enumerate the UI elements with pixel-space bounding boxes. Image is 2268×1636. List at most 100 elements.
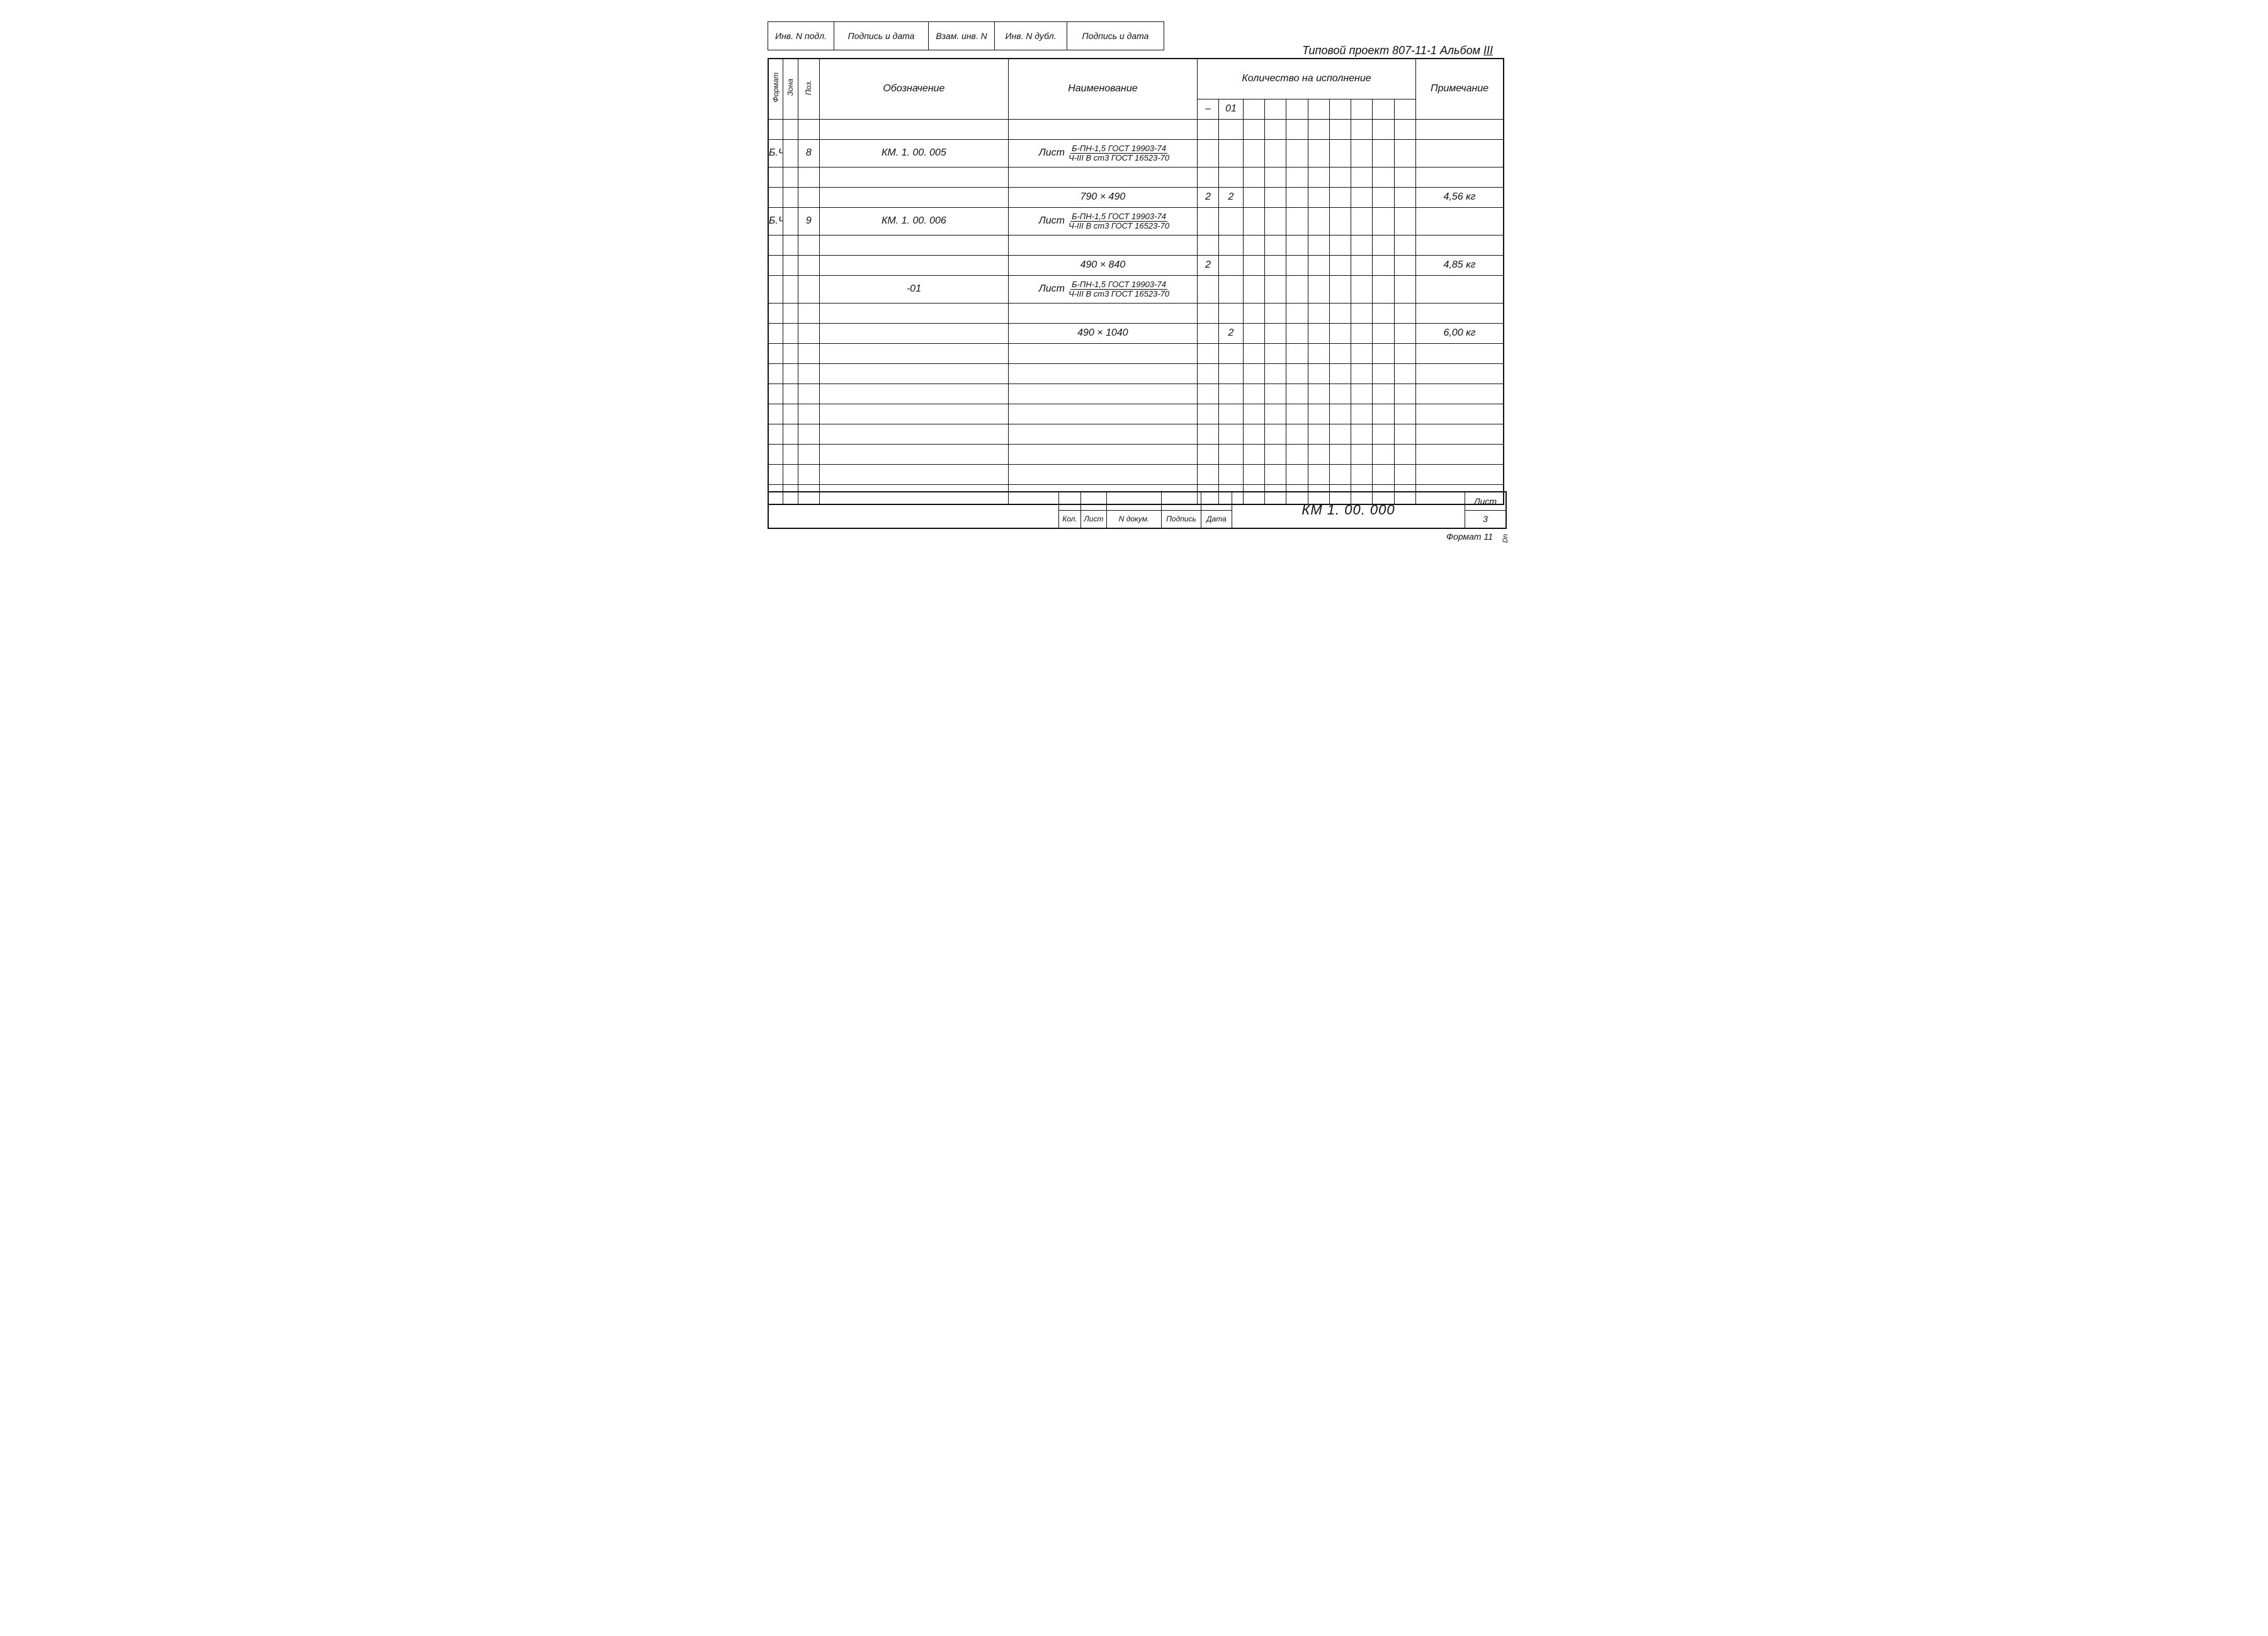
- project-title-code: 807-11-1: [1392, 44, 1437, 57]
- rev-cell-sign-date-1: Подпись и дата: [834, 21, 928, 50]
- table-row: [768, 464, 1504, 484]
- cell-qty-blank: [1265, 235, 1286, 255]
- cell-qty-blank: [1308, 444, 1329, 464]
- cell-qty-blank: [1286, 207, 1308, 235]
- cell-qty-blank: [1243, 235, 1264, 255]
- cell-qty-blank: [1394, 275, 1415, 303]
- table-row: 790 × 490224,56 кг: [768, 187, 1504, 207]
- hdr-format: Формат: [768, 59, 783, 119]
- cell-qty-blank: [1373, 363, 1394, 383]
- cell-designation: -01: [819, 275, 1008, 303]
- cell-name: [1008, 363, 1197, 383]
- cell-note: [1416, 119, 1504, 139]
- frac-den: Ч-III В ст3 ГОСТ 16523-70: [1067, 154, 1171, 162]
- sheet-number: 3: [1465, 511, 1505, 528]
- cell-qty-dash: [1197, 343, 1218, 363]
- cell-name: [1008, 383, 1197, 404]
- cell-qty-blank: [1243, 444, 1264, 464]
- cell-name: [1008, 404, 1197, 424]
- cell-qty-blank: [1308, 139, 1329, 167]
- sheet-label: Лист: [1465, 492, 1505, 511]
- cell-format: [768, 404, 783, 424]
- project-title-album-label: Альбом: [1440, 44, 1480, 57]
- hdr-zone: Зона: [783, 59, 798, 119]
- cell-designation: [819, 464, 1008, 484]
- table-row: Б.Ч8КМ. 1. 00. 005ЛистБ-ПН-1,5 ГОСТ 1990…: [768, 139, 1504, 167]
- cell-qty-01: [1219, 235, 1244, 255]
- cell-qty-blank: [1286, 383, 1308, 404]
- cell-note: [1416, 303, 1504, 323]
- cell-format: [768, 444, 783, 464]
- cell-qty-blank: [1243, 255, 1264, 275]
- cell-designation: [819, 383, 1008, 404]
- cell-qty-blank: [1243, 323, 1264, 343]
- cell-qty-blank: [1286, 275, 1308, 303]
- frac-label: Лист: [1039, 148, 1065, 159]
- cell-qty-blank: [1373, 444, 1394, 464]
- cell-pos: 9: [798, 207, 819, 235]
- hdr-note: Примечание: [1416, 59, 1504, 119]
- cell-qty-blank: [1308, 404, 1329, 424]
- project-title-album-num: III: [1483, 44, 1493, 57]
- cell-qty-blank: [1394, 207, 1415, 235]
- spec-table-body: Б.Ч8КМ. 1. 00. 005ЛистБ-ПН-1,5 ГОСТ 1990…: [768, 119, 1504, 504]
- cell-designation: [819, 444, 1008, 464]
- cell-qty-blank: [1329, 167, 1351, 187]
- rev-cell-sign-date-2: Подпись и дата: [1067, 21, 1164, 50]
- cell-qty-blank: [1308, 424, 1329, 444]
- cell-zone: [783, 207, 798, 235]
- cell-qty-blank: [1329, 187, 1351, 207]
- cell-qty-blank: [1265, 167, 1286, 187]
- cell-pos: [798, 404, 819, 424]
- cell-zone: [783, 275, 798, 303]
- cell-qty-blank: [1394, 343, 1415, 363]
- cell-qty-01: [1219, 444, 1244, 464]
- frac-label: Лист: [1039, 216, 1065, 227]
- cell-qty-blank: [1286, 303, 1308, 323]
- cell-qty-blank: [1373, 383, 1394, 404]
- cell-qty-blank: [1394, 404, 1415, 424]
- cell-qty-01: [1219, 139, 1244, 167]
- cell-qty-blank: [1394, 383, 1415, 404]
- cell-qty-blank: [1351, 255, 1373, 275]
- cell-name: ЛистБ-ПН-1,5 ГОСТ 19903-74Ч-III В ст3 ГО…: [1008, 139, 1197, 167]
- cell-qty-blank: [1286, 119, 1308, 139]
- table-row: 490 × 84024,85 кг: [768, 255, 1504, 275]
- cell-qty-blank: [1394, 363, 1415, 383]
- cell-qty-dash: [1197, 383, 1218, 404]
- side-note: Dn: [1502, 534, 1509, 543]
- cell-qty-blank: [1286, 323, 1308, 343]
- table-row: [768, 119, 1504, 139]
- cell-qty-01: [1219, 383, 1244, 404]
- cell-pos: [798, 255, 819, 275]
- cell-qty-blank: [1373, 139, 1394, 167]
- title-block-left-blank: [769, 492, 1059, 528]
- cell-qty-blank: [1351, 404, 1373, 424]
- cell-qty-blank: [1329, 464, 1351, 484]
- cell-note: 6,00 кг: [1416, 323, 1504, 343]
- cell-qty-blank: [1286, 404, 1308, 424]
- cell-qty-blank: [1265, 363, 1286, 383]
- cell-qty-dash: [1197, 119, 1218, 139]
- cell-name: [1008, 119, 1197, 139]
- cell-qty-blank: [1373, 323, 1394, 343]
- tb-hdr-sign: Подпись: [1162, 511, 1201, 528]
- rev-cell-inv-podl: Инв. N подл.: [768, 21, 834, 50]
- sheet-box: Лист 3: [1465, 492, 1505, 528]
- cell-qty-blank: [1329, 303, 1351, 323]
- cell-note: 4,56 кг: [1416, 187, 1504, 207]
- cell-qty-blank: [1351, 424, 1373, 444]
- cell-zone: [783, 187, 798, 207]
- cell-pos: [798, 167, 819, 187]
- cell-qty-blank: [1265, 187, 1286, 207]
- cell-name: ЛистБ-ПН-1,5 ГОСТ 19903-74Ч-III В ст3 ГО…: [1008, 207, 1197, 235]
- hdr-qty-blank: [1373, 99, 1394, 119]
- cell-pos: [798, 444, 819, 464]
- frac-den: Ч-III В ст3 ГОСТ 16523-70: [1067, 290, 1171, 298]
- hdr-qty-blank: [1308, 99, 1329, 119]
- cell-qty-blank: [1308, 383, 1329, 404]
- cell-qty-blank: [1265, 139, 1286, 167]
- cell-qty-blank: [1394, 444, 1415, 464]
- project-title-prefix: Типовой проект: [1302, 44, 1389, 57]
- cell-qty-blank: [1373, 464, 1394, 484]
